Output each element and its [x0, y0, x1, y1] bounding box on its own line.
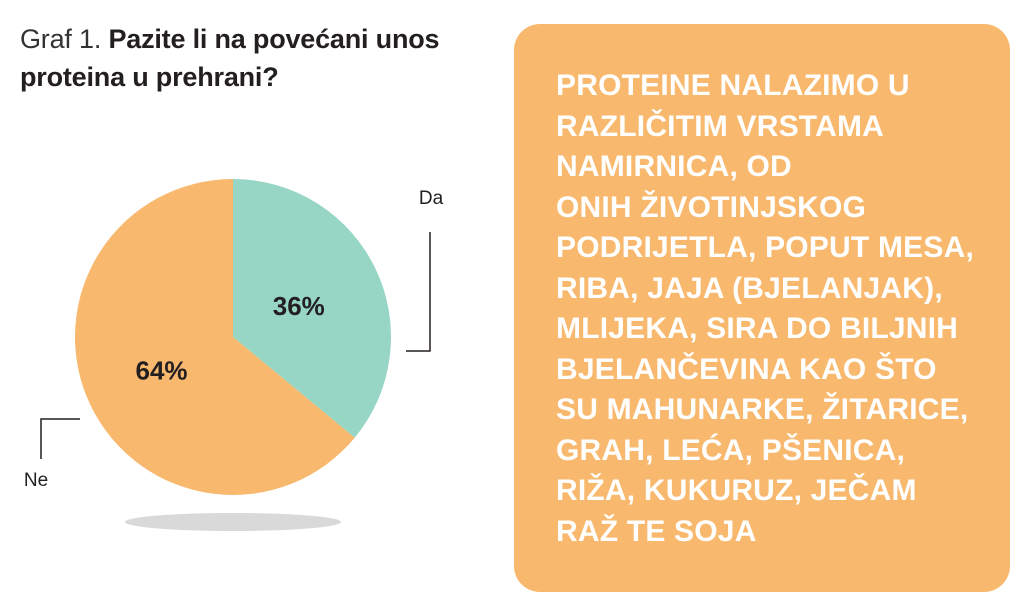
pie-value-label-da: 36%: [273, 291, 325, 321]
pie-slice-da: [233, 179, 391, 438]
chart-title: Graf 1. Pazite li na povećani unos prote…: [20, 20, 490, 96]
pie-chart: 36% 64% Da Ne: [24, 179, 444, 531]
category-label-ne: Ne: [24, 470, 48, 491]
pie-shadow: [125, 513, 341, 531]
pie-value-label-ne: 64%: [135, 356, 187, 386]
info-box: PROTEINE NALAZIMO U RAZLIČITIM VRSTAMA N…: [514, 24, 1010, 592]
leader-line-ne: [40, 418, 80, 459]
info-text: PROTEINE NALAZIMO U RAZLIČITIM VRSTAMA N…: [556, 69, 974, 548]
chart-number: Graf 1.: [20, 24, 102, 54]
leader-line-da: [406, 232, 431, 352]
pie-slice-ne: [74, 179, 355, 496]
chart-question: Pazite li na povećani unos proteina u pr…: [20, 24, 440, 92]
category-label-da: Da: [419, 188, 444, 209]
